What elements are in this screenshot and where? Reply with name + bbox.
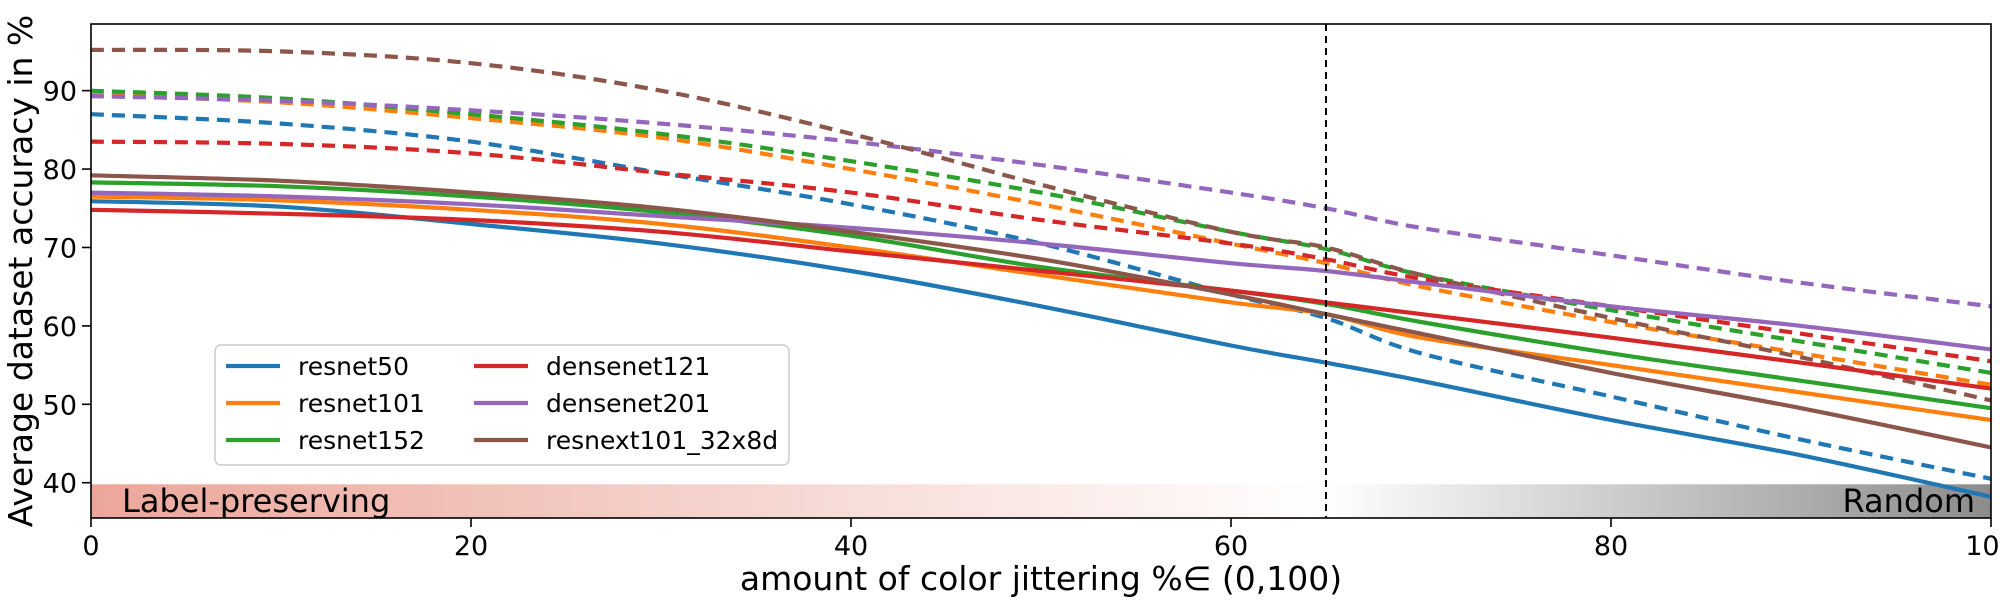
series-lines bbox=[91, 47, 1991, 499]
legend-label-densenet121: densenet121 bbox=[546, 352, 710, 381]
y-axis-label: Average dataset accuracy in % bbox=[1, 15, 40, 528]
series-line-densenet121-solid bbox=[91, 207, 1991, 391]
series-line-resnext101_32x8d-dashed bbox=[91, 47, 1991, 403]
x-tick-label-20: 20 bbox=[454, 531, 488, 562]
series-line-resnet152-dashed bbox=[91, 88, 1991, 375]
y-axis-ticks: 40 50 60 70 80 90 bbox=[43, 77, 91, 500]
x-tick-label-100: 100 bbox=[1965, 531, 2000, 562]
series-line-resnet50-dashed bbox=[91, 112, 1991, 481]
series-line-densenet201-solid bbox=[91, 190, 1991, 352]
plot-frame bbox=[90, 23, 1992, 519]
y-tick-label-90: 90 bbox=[43, 77, 77, 108]
series-line-resnet101-solid bbox=[91, 194, 1991, 423]
band-label-label-preserving: Label-preserving bbox=[122, 482, 390, 520]
x-tick-label-0: 0 bbox=[82, 531, 99, 562]
y-tick-label-50: 50 bbox=[43, 390, 77, 421]
x-axis-label: amount of color jittering %∈ (0,100) bbox=[740, 559, 1342, 598]
series-line-resnext101_32x8d-solid bbox=[91, 173, 1991, 450]
x-axis-ticks: 0 20 40 60 80 100 bbox=[82, 518, 2000, 562]
legend: resnet50 resnet101 resnet152 densenet121 den… bbox=[214, 344, 790, 466]
series-line-densenet121-dashed bbox=[91, 139, 1991, 364]
series-line-densenet201-dashed bbox=[91, 94, 1991, 309]
legend-label-resnet152: resnet152 bbox=[298, 426, 425, 455]
x-tick-label-40: 40 bbox=[834, 531, 868, 562]
legend-label-resnet50: resnet50 bbox=[298, 352, 409, 381]
legend-label-resnext101_32x8d: resnext101_32x8d bbox=[546, 426, 778, 455]
x-tick-label-80: 80 bbox=[1594, 531, 1628, 562]
jitter-gradient-band bbox=[91, 484, 1991, 518]
legend-label-densenet201: densenet201 bbox=[546, 389, 710, 418]
y-tick-label-40: 40 bbox=[43, 469, 77, 500]
y-tick-label-80: 80 bbox=[43, 155, 77, 186]
series-line-resnet152-solid bbox=[91, 180, 1991, 411]
legend-label-resnet101: resnet101 bbox=[298, 389, 425, 418]
y-tick-label-70: 70 bbox=[43, 233, 77, 264]
series-line-resnet101-dashed bbox=[91, 92, 1991, 387]
x-tick-label-60: 60 bbox=[1214, 531, 1248, 562]
y-tick-label-60: 60 bbox=[43, 312, 77, 343]
